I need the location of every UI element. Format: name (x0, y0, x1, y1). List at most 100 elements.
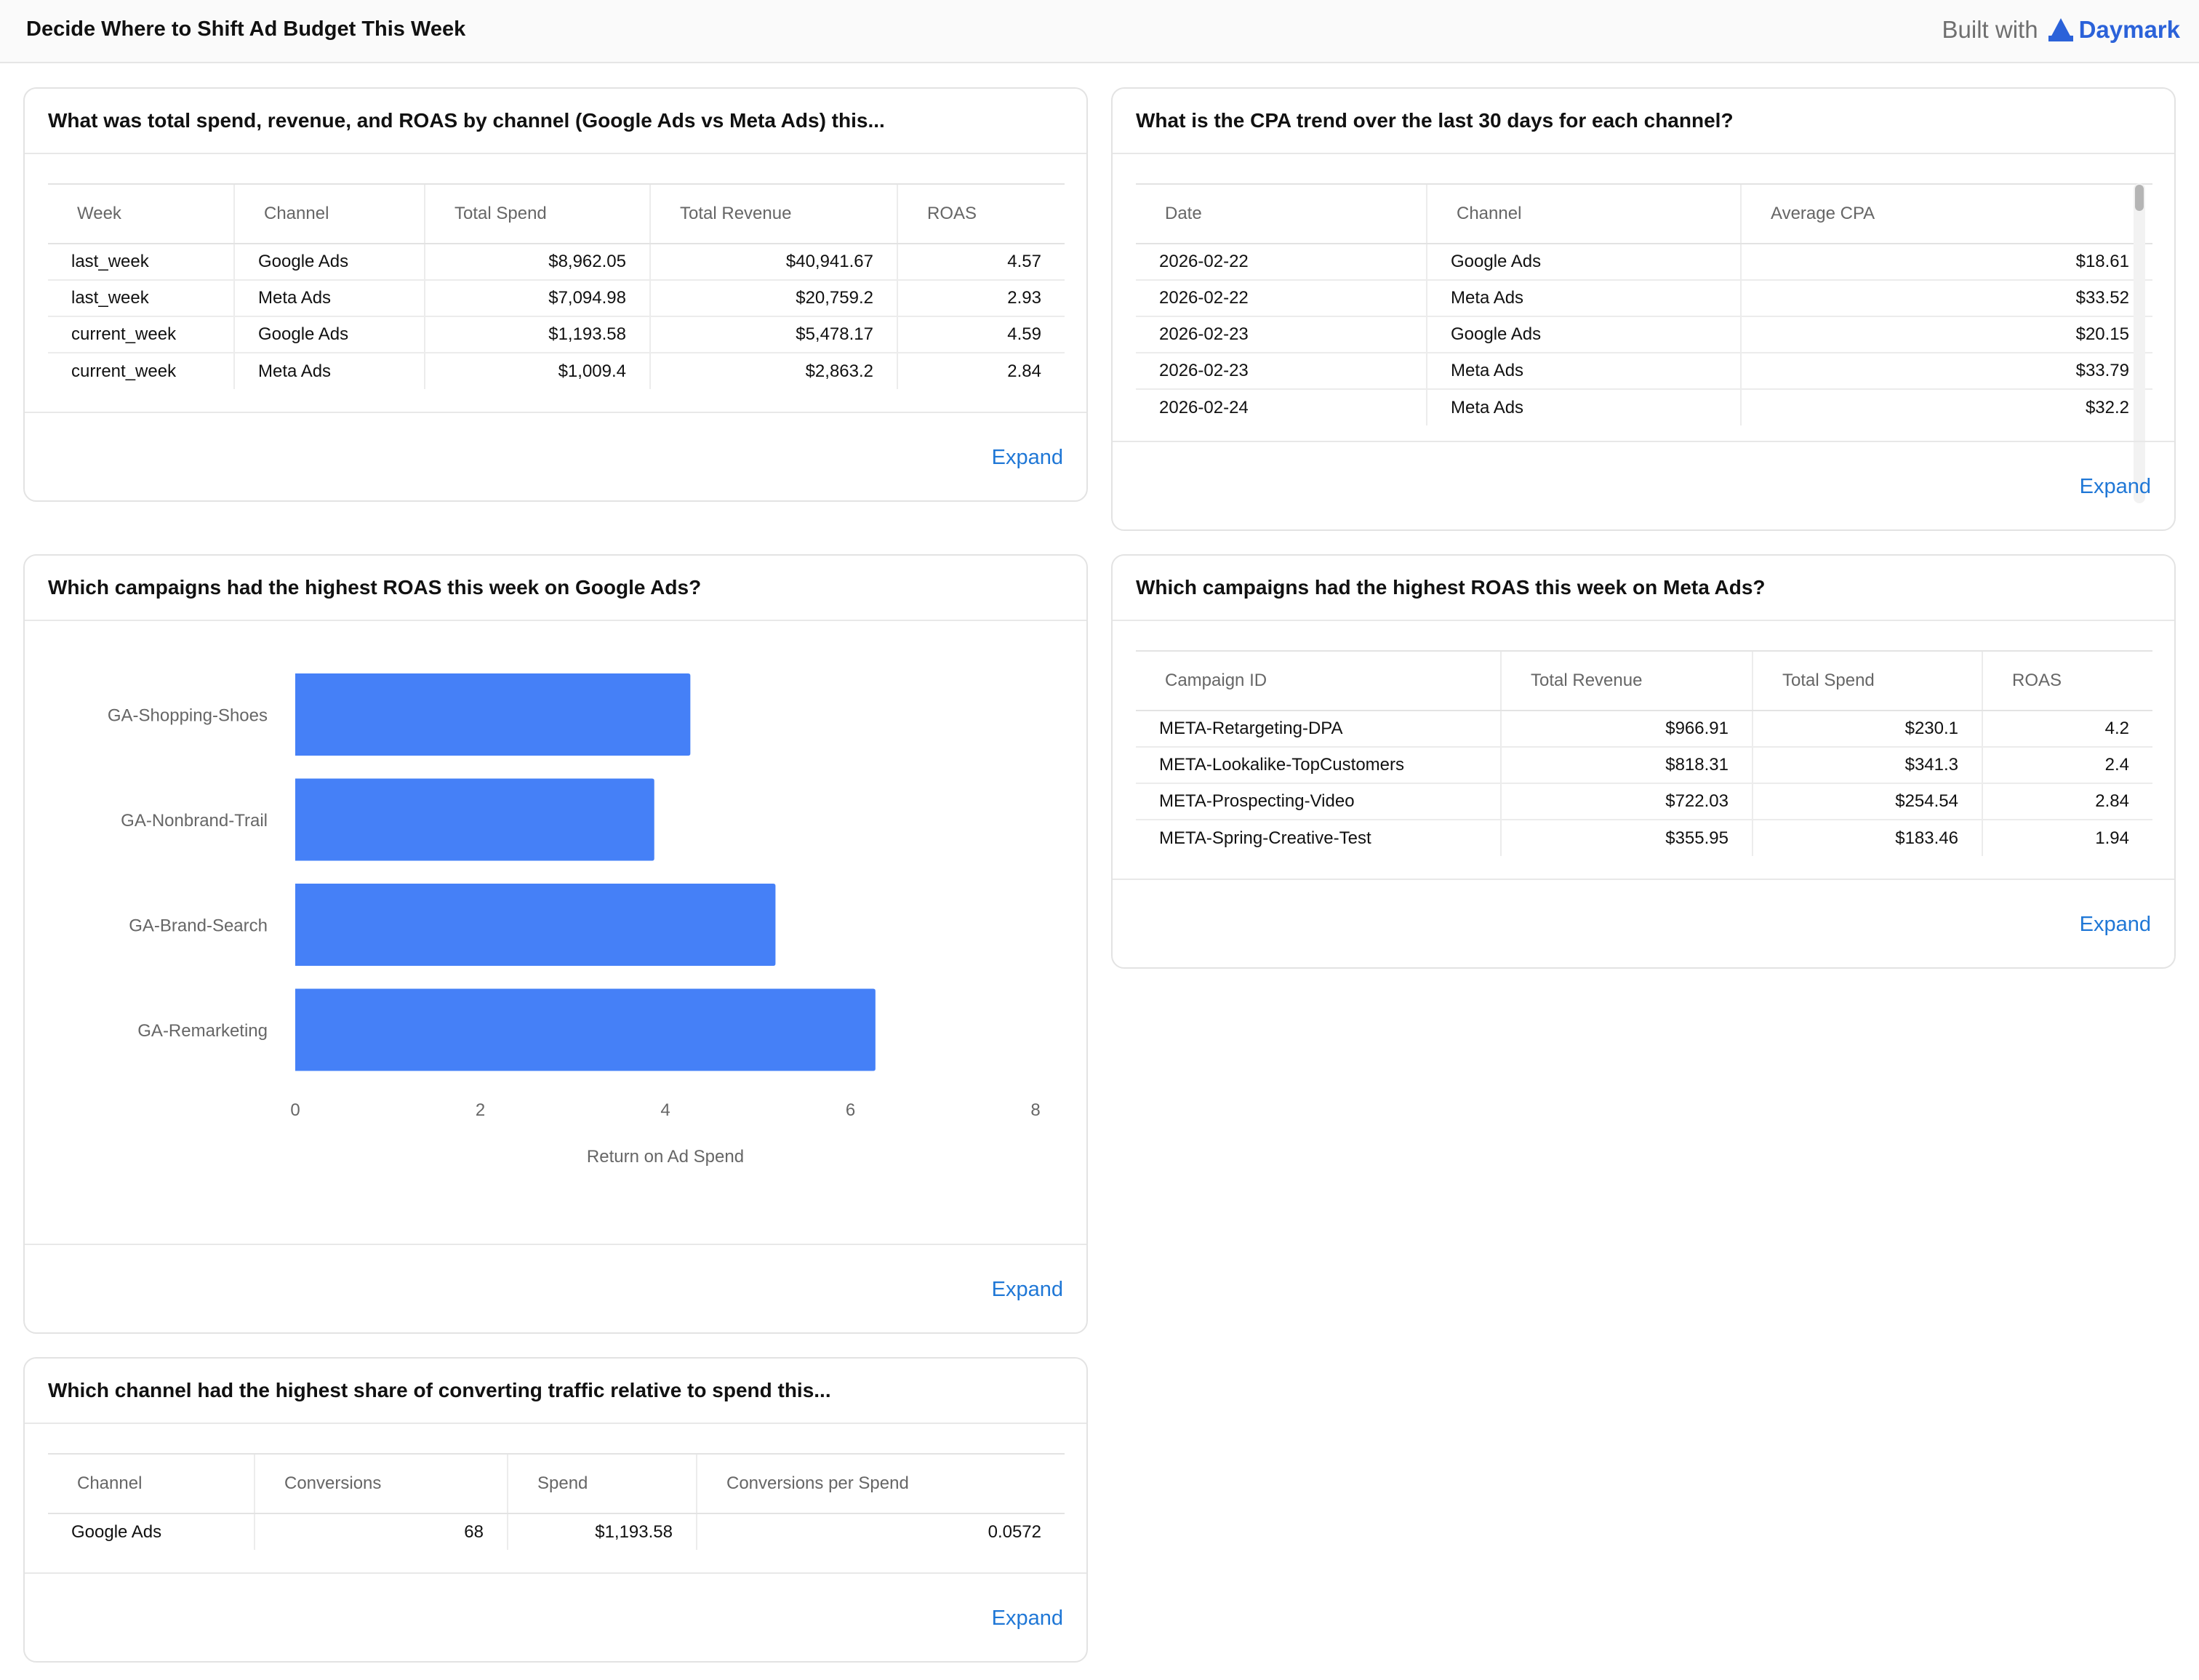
table-cell: $5,478.17 (649, 316, 897, 353)
bar-ga-nonbrand-trail (295, 778, 654, 861)
bar-ga-brand-search (295, 884, 776, 966)
table-cell: 4.59 (897, 316, 1065, 353)
card-footer: Expand (25, 1244, 1086, 1332)
roas-bar-chart: GA-Shopping-Shoes GA-Nonbrand-Trail GA-Bra… (108, 673, 1041, 1167)
table-row: META-Spring-Creative-Test $355.95 $183.4… (1136, 820, 2152, 856)
daymark-logo-icon (2048, 18, 2073, 41)
table-cell: $722.03 (1500, 783, 1753, 820)
expand-link[interactable]: Expand (2079, 475, 2151, 498)
table-cell: $1,193.58 (424, 316, 650, 353)
category-label: GA-Nonbrand-Trail (121, 811, 268, 831)
column-header[interactable]: ROAS (897, 183, 1065, 244)
vertical-scrollbar[interactable] (2134, 183, 2145, 503)
daymark-logo[interactable]: Daymark (2048, 16, 2180, 44)
x-tick-label: 0 (290, 1100, 300, 1120)
column-header[interactable]: Campaign ID (1136, 650, 1501, 711)
card-header: Which campaigns had the highest ROAS thi… (25, 556, 1086, 621)
table-cell: Meta Ads (1426, 389, 1741, 425)
table-cell: 2026-02-23 (1136, 353, 1427, 390)
expand-link[interactable]: Expand (2079, 913, 2151, 936)
table-row: 2026-02-24 Meta Ads $32.2 (1136, 389, 2152, 425)
table-cell: 2026-02-22 (1136, 244, 1427, 281)
column-header[interactable]: Channel (1426, 183, 1741, 244)
x-axis-label: Return on Ad Spend (587, 1147, 744, 1167)
card-header: Which channel had the highest share of c… (25, 1359, 1086, 1424)
table-cell: current_week (48, 316, 234, 353)
column-header[interactable]: Total Spend (1752, 650, 1982, 711)
table-cell: last_week (48, 280, 234, 317)
column-header[interactable]: Conversions (254, 1453, 508, 1514)
table-cell: $32.2 (1740, 389, 2152, 425)
table-cell: $355.95 (1500, 820, 1753, 856)
column-header[interactable]: Channel (48, 1453, 255, 1514)
card-title: Which campaigns had the highest ROAS thi… (1136, 576, 1766, 599)
expand-link[interactable]: Expand (991, 1278, 1063, 1301)
table-row: current_week Google Ads $1,193.58 $5,478… (48, 316, 1065, 353)
table-row: 2026-02-23 Google Ads $20.15 (1136, 316, 2152, 353)
scrollbar-thumb[interactable] (2135, 185, 2144, 211)
bar-ga-remarketing (295, 988, 876, 1071)
cpa-table-scroll-area[interactable]: Date Channel Average CPA 2026-02-22 Goog… (1136, 183, 2152, 503)
table-cell: 4.2 (1982, 711, 2152, 748)
cpa-trend-table: Date Channel Average CPA 2026-02-22 Goog… (1136, 183, 2152, 425)
table-cell: $20,759.2 (649, 280, 897, 317)
table-cell: META-Spring-Creative-Test (1159, 828, 1371, 848)
expand-link[interactable]: Expand (991, 1607, 1063, 1630)
spend-revenue-table: Week Channel Total Spend Total Revenue R… (48, 183, 1065, 389)
table-cell: META-Retargeting-DPA (1136, 711, 1501, 748)
table-cell: $7,094.98 (424, 280, 650, 317)
table-cell: 2.84 (1982, 783, 2152, 820)
table-cell: $230.1 (1752, 711, 1982, 748)
table-header-row: Channel Conversions Spend Conversions pe… (48, 1453, 1065, 1514)
table-header-row: Campaign ID Total Revenue Total Spend RO… (1136, 650, 2152, 711)
table-header-row: Week Channel Total Spend Total Revenue R… (48, 183, 1065, 244)
expand-link[interactable]: Expand (991, 446, 1063, 469)
card-header: What is the CPA trend over the last 30 d… (1113, 89, 2174, 154)
table-cell: Google Ads (1426, 316, 1741, 353)
table-cell: $966.91 (1500, 711, 1753, 748)
brand-name: Daymark (2078, 16, 2180, 43)
table-cell: $254.54 (1752, 783, 1982, 820)
cpa-trend-card: What is the CPA trend over the last 30 d… (1111, 87, 2176, 531)
column-header[interactable]: Average CPA (1740, 183, 2152, 244)
table-cell: $33.52 (1740, 280, 2152, 317)
table-row: 2026-02-22 Google Ads $18.61 (1136, 244, 2152, 281)
column-header[interactable]: Date (1136, 183, 1427, 244)
table-cell: Google Ads (71, 1521, 162, 1542)
table-cell: current_week (71, 361, 177, 381)
conversions-table: Channel Conversions Spend Conversions pe… (48, 1453, 1065, 1550)
table-row: 2026-02-23 Meta Ads $33.79 (1136, 353, 2152, 390)
bar-ga-shopping-shoes (295, 673, 691, 756)
conversions-card: Which channel had the highest share of c… (23, 1357, 1088, 1663)
column-header[interactable]: Conversions per Spend (696, 1453, 1065, 1514)
column-header[interactable]: Total Spend (424, 183, 650, 244)
top-bar: Decide Where to Shift Ad Budget This Wee… (0, 0, 2199, 63)
table-row: last_week Google Ads $8,962.05 $40,941.6… (48, 244, 1065, 281)
table-cell: $818.31 (1500, 747, 1753, 784)
table-cell: $33.79 (1740, 353, 2152, 390)
table-row: Google Ads 68 $1,193.58 0.0572 (48, 1513, 1065, 1550)
x-tick-label: 6 (846, 1100, 855, 1120)
column-header[interactable]: Channel (233, 183, 425, 244)
column-header[interactable]: Total Revenue (1500, 650, 1753, 711)
category-label: GA-Shopping-Shoes (108, 706, 268, 726)
table-cell: 2.84 (897, 353, 1065, 389)
table-row: META-Lookalike-TopCustomers $818.31 $341… (1136, 747, 2152, 784)
card-footer: Expand (1113, 441, 2174, 529)
table-cell: $2,863.2 (649, 353, 897, 389)
column-header[interactable]: Spend (507, 1453, 697, 1514)
table-cell: $20.15 (1740, 316, 2152, 353)
built-with-badge[interactable]: Built with Daymark (1942, 16, 2181, 44)
spend-revenue-card: What was total spend, revenue, and ROAS … (23, 87, 1088, 502)
card-title: What is the CPA trend over the last 30 d… (1136, 109, 1734, 132)
table-cell: 4.57 (897, 244, 1065, 281)
table-cell: $18.61 (1740, 244, 2152, 281)
table-cell: $8,962.05 (424, 244, 650, 281)
column-header[interactable]: Week (48, 183, 234, 244)
column-header[interactable]: Total Revenue (649, 183, 897, 244)
table-cell: Meta Ads (233, 353, 425, 389)
table-row: last_week Meta Ads $7,094.98 $20,759.2 2… (48, 280, 1065, 317)
column-header[interactable]: ROAS (1982, 650, 2152, 711)
table-cell: 68 (254, 1513, 508, 1550)
table-row: current_week Meta Ads $1,009.4 $2,863.2 … (48, 353, 1065, 389)
